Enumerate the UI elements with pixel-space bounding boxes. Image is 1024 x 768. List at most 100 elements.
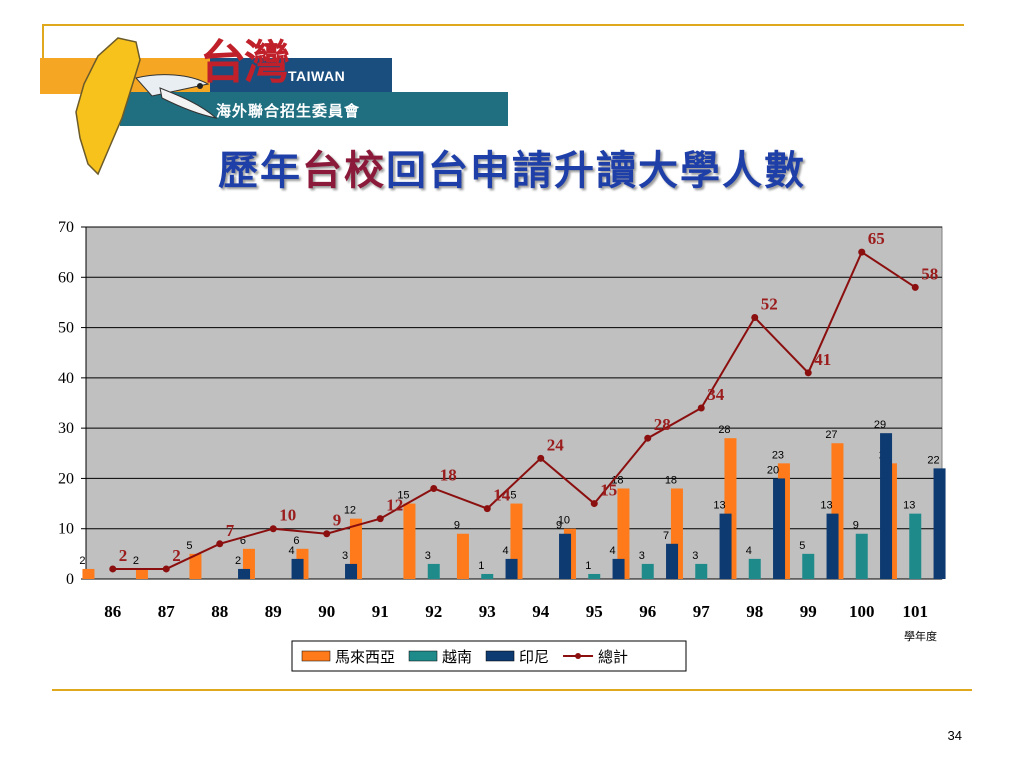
bar — [456, 533, 469, 579]
y-tick-label: 30 — [58, 420, 74, 437]
bar-value-label: 3 — [639, 550, 645, 562]
bottom-rule — [52, 689, 972, 691]
y-tick-label: 60 — [58, 269, 74, 286]
x-tick-label: 100 — [849, 602, 875, 621]
logo-taiwan-en: TAIWAN — [288, 68, 346, 84]
bar — [82, 568, 95, 579]
x-tick-label: 96 — [639, 602, 656, 621]
total-value-label: 18 — [440, 465, 457, 484]
x-tick-label: 87 — [158, 602, 176, 621]
total-value-label: 14 — [493, 486, 511, 505]
bar — [855, 533, 868, 579]
bar — [933, 468, 946, 579]
logo-taiwan-zh: 台灣 — [200, 35, 290, 89]
legend-label: 印尼 — [519, 648, 549, 666]
bar — [880, 433, 893, 579]
bar-value-label: 12 — [344, 505, 356, 517]
bar-value-label: 4 — [288, 545, 294, 557]
bar-value-label: 2 — [79, 555, 85, 567]
bar-value-label: 29 — [874, 419, 886, 431]
title-part-2: 台校 — [302, 147, 386, 194]
legend-label: 總計 — [598, 648, 628, 666]
total-value-label: 65 — [868, 229, 885, 248]
total-point — [697, 404, 705, 412]
bar — [695, 563, 708, 579]
bar — [189, 553, 202, 579]
page-title: 歷年台校回台申請升讀大學人數 — [0, 138, 1024, 196]
bar-value-label: 3 — [342, 550, 348, 562]
y-tick-label: 50 — [58, 320, 74, 337]
legend-label: 越南 — [442, 648, 472, 666]
x-tick-label: 92 — [425, 602, 442, 621]
total-point — [109, 565, 117, 573]
total-point — [644, 434, 652, 442]
bar-value-label: 1 — [478, 560, 484, 572]
total-point — [537, 454, 545, 462]
bar-value-label: 13 — [903, 500, 915, 512]
x-tick-label: 88 — [211, 602, 228, 621]
x-tick-label: 89 — [265, 602, 282, 621]
bar-value-label: 15 — [397, 490, 409, 502]
x-tick-label: 86 — [104, 602, 121, 621]
logo-teal-band — [120, 92, 508, 126]
total-value-label: 7 — [226, 521, 235, 540]
legend-label: 馬來西亞 — [335, 648, 395, 666]
total-value-label: 12 — [386, 496, 403, 515]
bar-value-label: 10 — [558, 515, 570, 527]
y-tick-label: 10 — [58, 521, 74, 538]
total-point — [804, 369, 812, 377]
bar-value-label: 6 — [240, 535, 246, 547]
bar-value-label: 5 — [799, 540, 805, 552]
bar-value-label: 5 — [186, 540, 192, 552]
y-tick-label: 40 — [58, 370, 74, 387]
bar — [641, 563, 654, 579]
bar-value-label: 7 — [663, 530, 669, 542]
bar — [802, 553, 815, 579]
bar — [719, 513, 732, 579]
y-tick-label: 70 — [58, 219, 74, 236]
x-tick-label: 101 — [903, 602, 929, 621]
bar-value-label: 3 — [425, 550, 431, 562]
bar — [238, 568, 251, 579]
bar-value-label: 23 — [772, 449, 784, 461]
total-value-label: 28 — [654, 415, 671, 434]
bar-value-label: 20 — [767, 464, 779, 476]
total-value-label: 15 — [600, 481, 617, 500]
total-value-label: 10 — [279, 506, 296, 525]
bar — [427, 563, 440, 579]
logo-navy-band — [210, 58, 392, 92]
x-tick-label: 93 — [479, 602, 496, 621]
total-point — [376, 515, 384, 523]
x-tick-label: 97 — [693, 602, 711, 621]
bar-value-label: 4 — [502, 545, 508, 557]
bar — [748, 558, 761, 579]
bar — [909, 513, 922, 579]
bar — [826, 513, 839, 579]
logo: 台灣 TAIWAN 海外聯合招生委員會 — [40, 26, 510, 176]
legend-swatch — [485, 650, 515, 662]
bar-value-label: 15 — [504, 490, 516, 502]
total-point — [858, 248, 866, 256]
x-axis-unit: 學年度 — [904, 629, 937, 643]
legend-swatch — [301, 650, 331, 662]
total-line — [112, 250, 916, 570]
bar — [135, 568, 148, 579]
bar — [403, 503, 416, 579]
total-point — [590, 500, 598, 508]
x-tick-label: 98 — [746, 602, 763, 621]
bar — [291, 558, 304, 579]
x-tick-label: 94 — [532, 602, 550, 621]
bar — [505, 558, 518, 579]
logo-org-name: 海外聯合招生委員會 — [216, 102, 361, 120]
bar — [617, 488, 630, 579]
top-rule — [42, 24, 964, 26]
title-part-3: 回台申請升讀大學人數 — [386, 147, 806, 194]
bar-value-label: 9 — [556, 520, 562, 532]
total-point — [216, 540, 224, 548]
total-value-label: 58 — [921, 264, 938, 283]
bar-value-label: 4 — [609, 545, 615, 557]
total-value-label: 2 — [119, 546, 128, 565]
bar-value-label: 1 — [585, 560, 591, 572]
bar-value-label: 9 — [454, 520, 460, 532]
